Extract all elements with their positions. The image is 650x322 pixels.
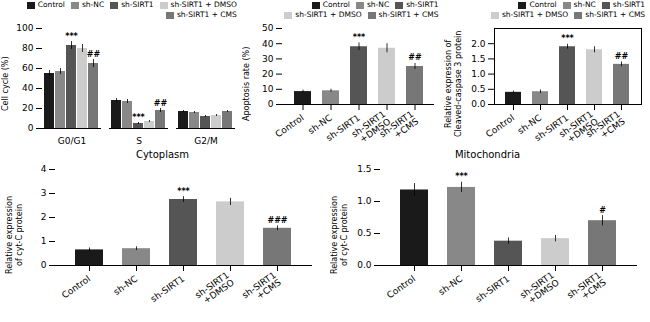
svg-text:sh-SIRT1+DMSO: sh-SIRT1+DMSO [193, 270, 236, 308]
svg-text:0: 0 [28, 123, 34, 133]
svg-text:##: ## [154, 99, 168, 108]
svg-text:sh-SIRT1: sh-SIRT1 [149, 274, 187, 304]
svg-text:2: 2 [41, 212, 47, 222]
svg-text:***: *** [455, 172, 468, 181]
svg-text:sh-SIRT1+CMS: sh-SIRT1+CMS [584, 109, 627, 147]
svg-text:***: *** [132, 113, 145, 122]
svg-text:sh-SIRT1+CMS: sh-SIRT1+CMS [240, 270, 283, 308]
svg-text:40: 40 [22, 83, 34, 93]
svg-text:0: 0 [41, 260, 47, 270]
svg-text:0.0: 0.0 [471, 99, 486, 109]
svg-text:0.5: 0.5 [471, 84, 485, 94]
svg-text:60: 60 [22, 63, 34, 73]
svg-text:sh-SIRT1: sh-SIRT1 [474, 274, 512, 304]
svg-text:***: *** [561, 34, 574, 43]
svg-text:***: *** [177, 187, 190, 196]
svg-text:10: 10 [263, 84, 275, 94]
svg-text:Control: Control [60, 274, 92, 301]
svg-text:40: 40 [263, 39, 275, 49]
svg-text:100: 100 [16, 23, 33, 33]
svg-text:1.0: 1.0 [357, 196, 372, 206]
svg-text:Control: Control [274, 113, 306, 140]
svg-text:sh-NC: sh-NC [112, 274, 140, 297]
svg-text:***: *** [353, 33, 366, 42]
svg-text:20: 20 [263, 69, 275, 79]
svg-text:sh-SIRT1+CMS: sh-SIRT1+CMS [378, 109, 421, 147]
svg-text:sh-NC: sh-NC [437, 274, 465, 297]
svg-text:sh-SIRT1+DMSO: sh-SIRT1+DMSO [518, 270, 561, 308]
svg-text:##: ## [615, 52, 629, 61]
svg-text:1.0: 1.0 [471, 69, 486, 79]
svg-text:1: 1 [41, 236, 47, 246]
svg-text:Control: Control [484, 113, 516, 140]
svg-text:0: 0 [268, 99, 274, 109]
svg-text:S: S [136, 136, 142, 146]
svg-text:50: 50 [263, 23, 275, 33]
svg-text:##: ## [409, 53, 423, 62]
svg-text:3: 3 [41, 188, 47, 198]
svg-text:1.5: 1.5 [357, 164, 371, 174]
svg-text:4: 4 [41, 164, 47, 174]
svg-text:0.5: 0.5 [357, 228, 371, 238]
svg-text:2.0: 2.0 [471, 39, 486, 49]
svg-text:30: 30 [263, 54, 275, 64]
svg-text:#: # [599, 206, 606, 215]
svg-text:##: ## [87, 50, 101, 59]
svg-text:80: 80 [22, 43, 34, 53]
svg-text:sh-SIRT1+CMS: sh-SIRT1+CMS [565, 270, 608, 308]
svg-text:###: ### [267, 216, 287, 225]
svg-text:Control: Control [385, 274, 417, 301]
svg-text:20: 20 [22, 103, 34, 113]
svg-text:0.0: 0.0 [357, 260, 372, 270]
svg-text:G2/M: G2/M [194, 136, 218, 146]
svg-text:G0/G1: G0/G1 [58, 136, 86, 146]
svg-text:1.5: 1.5 [471, 54, 485, 64]
svg-text:***: *** [65, 32, 78, 41]
